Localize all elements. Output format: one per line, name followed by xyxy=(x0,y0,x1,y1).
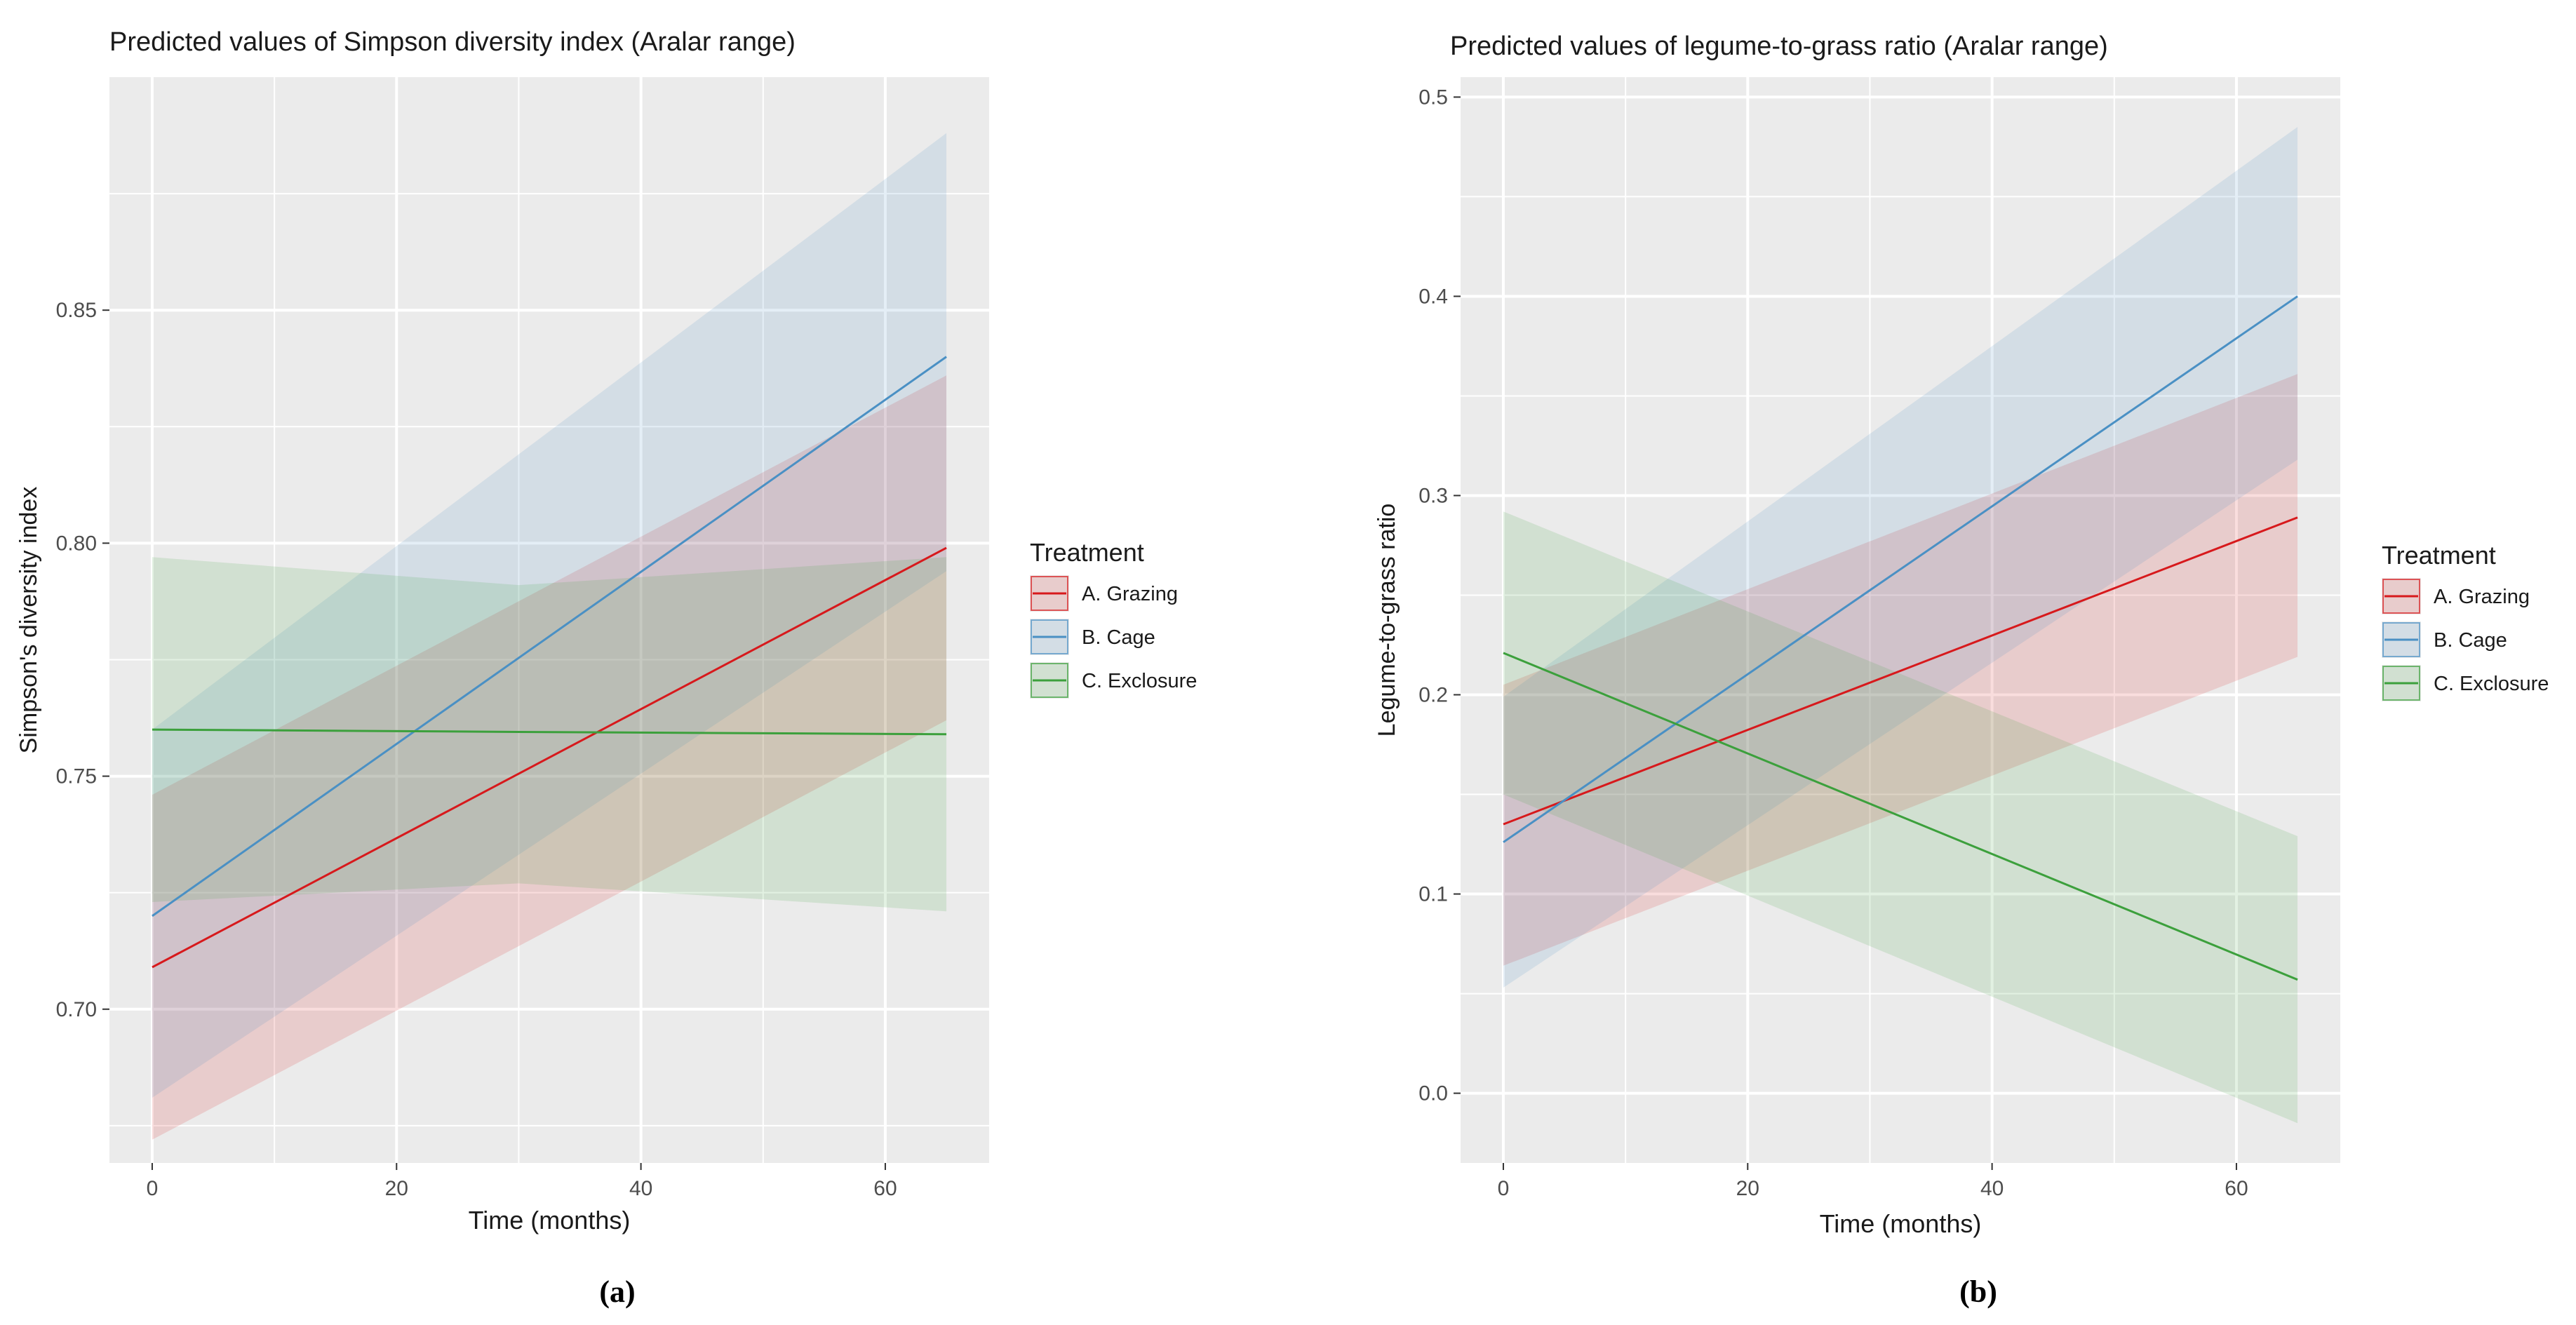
series-line-a-grazing xyxy=(152,546,947,969)
legend: Treatment A. Grazing B. Cage C. Exclosure xyxy=(1030,538,1197,699)
series-line-c-exclosure xyxy=(1503,652,2298,981)
confidence-band-b-cage xyxy=(152,133,947,1098)
subfigure-label: (b) xyxy=(1959,1274,1997,1309)
y-tick-label: 0.80 xyxy=(56,532,97,555)
plot-panel-background xyxy=(109,77,989,1163)
series-line-b-cage xyxy=(152,356,947,917)
chart-title: Predicted values of Simpson diversity in… xyxy=(109,27,796,57)
y-tick-label: 0.4 xyxy=(1418,285,1448,308)
legend: Treatment A. Grazing B. Cage C. Exclosure xyxy=(2382,541,2549,701)
x-tick-label: 20 xyxy=(1736,1177,1759,1200)
series-line-a-grazing xyxy=(1503,516,2298,826)
chart-title: Predicted values of legume-to-grass rati… xyxy=(1450,32,2108,61)
y-tick-label: 0.5 xyxy=(1418,86,1448,109)
x-tick-label: 0 xyxy=(1498,1177,1510,1200)
series-line-c-exclosure xyxy=(152,728,947,736)
legend-entry-label: C. Exclosure xyxy=(2434,673,2549,695)
x-axis-label: Time (months) xyxy=(1820,1209,1982,1238)
chart-panel-a: Predicted values of Simpson diversity in… xyxy=(15,27,1197,1309)
legend-entry-label: B. Cage xyxy=(2434,629,2507,652)
plot-panel-background xyxy=(1461,77,2340,1163)
x-tick-label: 40 xyxy=(629,1177,652,1200)
confidence-band-c-exclosure xyxy=(152,557,947,912)
y-tick-label: 0.1 xyxy=(1418,883,1448,906)
y-axis-label: Simpson's diversity index xyxy=(15,487,42,754)
x-axis-label: Time (months) xyxy=(469,1206,631,1235)
series-line-b-cage xyxy=(1503,295,2298,843)
x-tick-label: 60 xyxy=(873,1177,897,1200)
subfigure-label: (a) xyxy=(599,1274,635,1309)
legend-entry-label: C. Exclosure xyxy=(1082,670,1197,692)
legend-entry-label: B. Cage xyxy=(1082,626,1155,649)
y-axis-label: Legume-to-grass ratio xyxy=(1374,504,1400,737)
y-tick-label: 0.85 xyxy=(56,299,97,322)
y-tick-label: 0.2 xyxy=(1418,684,1448,707)
chart-panel-b: Predicted values of legume-to-grass rati… xyxy=(1374,32,2549,1309)
legend-entry-label: A. Grazing xyxy=(2434,586,2530,608)
y-tick-label: 0.3 xyxy=(1418,484,1448,507)
legend-entry-label: A. Grazing xyxy=(1082,583,1178,605)
legend-title: Treatment xyxy=(2382,541,2496,570)
y-tick-label: 0.75 xyxy=(56,765,97,788)
x-tick-label: 20 xyxy=(385,1177,408,1200)
x-tick-label: 40 xyxy=(1980,1177,2004,1200)
x-tick-label: 60 xyxy=(2225,1177,2248,1200)
y-tick-label: 0.70 xyxy=(56,998,97,1021)
confidence-band-b-cage xyxy=(1503,127,2298,988)
x-tick-label: 0 xyxy=(147,1177,159,1200)
legend-title: Treatment xyxy=(1030,538,1144,567)
y-tick-label: 0.0 xyxy=(1418,1082,1448,1105)
